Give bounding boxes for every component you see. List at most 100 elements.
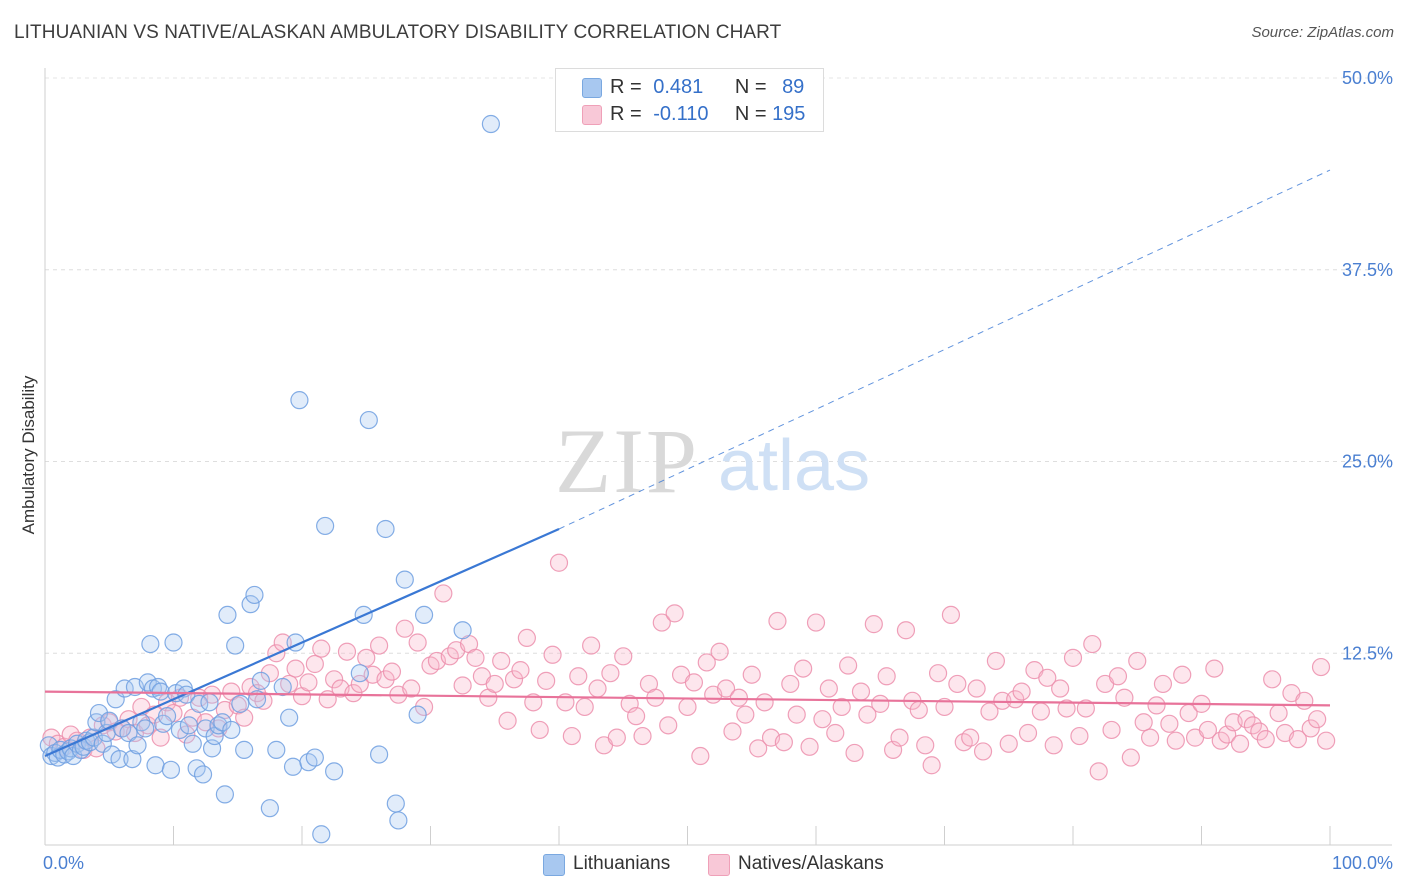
lithuanian-point bbox=[299, 753, 318, 772]
lithuanian-point bbox=[414, 605, 434, 625]
lithuanian-point bbox=[218, 605, 237, 625]
native-point bbox=[569, 667, 588, 686]
native-point bbox=[1308, 710, 1327, 729]
tick-labels: 12.5% 25.0% 37.5% 50.0% 0.0% 100.0% bbox=[43, 68, 1393, 873]
native-point bbox=[954, 733, 973, 752]
native-point bbox=[1153, 674, 1173, 694]
lithuanian-point bbox=[305, 748, 324, 767]
native-point bbox=[858, 705, 877, 724]
native-point bbox=[916, 736, 935, 755]
lithuanian-point bbox=[267, 740, 286, 759]
lithuanian-point bbox=[245, 585, 264, 605]
native-point bbox=[659, 716, 678, 735]
native-point bbox=[498, 711, 517, 730]
native-point bbox=[736, 705, 755, 724]
native-point bbox=[408, 633, 427, 652]
native-point bbox=[1301, 719, 1320, 738]
native-point bbox=[453, 676, 472, 695]
native-point bbox=[1018, 723, 1038, 743]
native-point bbox=[1108, 667, 1128, 686]
y-axis-label: Ambulatory Disability bbox=[19, 375, 38, 534]
native-point bbox=[922, 756, 941, 775]
y-tick-label: 12.5% bbox=[1342, 643, 1393, 663]
lithuanian-point bbox=[316, 516, 335, 536]
native-point bbox=[710, 642, 729, 661]
grid-lines bbox=[45, 77, 1392, 654]
native-point bbox=[421, 656, 440, 675]
native-point bbox=[1140, 728, 1160, 747]
lithuanian-point bbox=[123, 749, 142, 769]
native-point bbox=[1076, 699, 1095, 718]
native-point bbox=[626, 707, 646, 726]
native-point bbox=[980, 702, 999, 721]
lithuanian-point bbox=[119, 723, 138, 743]
native-point bbox=[537, 671, 556, 690]
x-tick-label: 0.0% bbox=[43, 853, 84, 873]
native-point bbox=[948, 674, 967, 694]
native-point bbox=[1063, 648, 1083, 667]
native-point bbox=[1038, 668, 1057, 687]
lithuanian-point bbox=[386, 794, 405, 813]
lithuanian-point bbox=[481, 114, 500, 134]
native-point bbox=[1102, 720, 1121, 740]
native-point bbox=[235, 708, 254, 727]
series-legend: Lithuanians Natives/Alaskans bbox=[0, 851, 1406, 879]
lithuanian-point bbox=[283, 757, 303, 776]
native-point bbox=[1044, 736, 1063, 755]
native-point bbox=[723, 722, 742, 741]
native-point bbox=[999, 734, 1018, 753]
lithuanian-point bbox=[389, 811, 408, 830]
native-point bbox=[787, 705, 806, 724]
native-point bbox=[582, 636, 601, 655]
native-point bbox=[1147, 696, 1166, 715]
lithuanian-point bbox=[157, 707, 177, 726]
lithuanian-point bbox=[350, 664, 369, 683]
native-point bbox=[909, 700, 928, 720]
chart-title: LITHUANIAN VS NATIVE/ALASKAN AMBULATORY … bbox=[14, 22, 782, 43]
native-point bbox=[845, 743, 864, 763]
trend-lines bbox=[44, 169, 1331, 758]
native-point bbox=[633, 726, 652, 746]
lithuanian-point bbox=[453, 621, 472, 640]
native-point bbox=[1311, 657, 1331, 677]
native-point bbox=[986, 651, 1006, 671]
native-point bbox=[299, 673, 318, 692]
native-point bbox=[1031, 702, 1050, 721]
lithuanian-point bbox=[151, 682, 170, 701]
native-point bbox=[601, 664, 620, 683]
lithuanian-point bbox=[395, 570, 414, 589]
lithuanian-point bbox=[273, 677, 292, 697]
legend-swatch-natives bbox=[708, 854, 730, 876]
native-point bbox=[1263, 670, 1282, 689]
native-point bbox=[691, 746, 710, 766]
native-point bbox=[961, 728, 980, 747]
axes bbox=[44, 68, 1392, 846]
native-point bbox=[877, 667, 896, 686]
lithuanian-point bbox=[128, 736, 147, 755]
native-point bbox=[684, 673, 704, 692]
native-point bbox=[755, 693, 774, 712]
native-point bbox=[562, 726, 581, 746]
legend-n-value: 89 bbox=[782, 76, 805, 98]
native-point bbox=[1295, 691, 1314, 710]
lithuanian-point bbox=[231, 694, 250, 713]
legend-label-lithuanians: Lithuanians bbox=[573, 853, 671, 874]
lithuanian-point bbox=[179, 716, 199, 735]
legend-swatch-lithuanians bbox=[582, 78, 602, 98]
native-point bbox=[742, 665, 761, 684]
lithuanian-point bbox=[376, 519, 395, 539]
lithuanian-point bbox=[260, 799, 279, 818]
native-point bbox=[254, 691, 273, 710]
lithuanian-point bbox=[325, 762, 344, 781]
native-point bbox=[826, 723, 845, 743]
native-point bbox=[434, 584, 453, 603]
native-point bbox=[1317, 731, 1336, 750]
native-point bbox=[370, 636, 389, 655]
native-point bbox=[813, 710, 832, 729]
native-point bbox=[716, 679, 736, 698]
native-point bbox=[588, 679, 607, 698]
native-point bbox=[839, 656, 858, 675]
lithuanian-point bbox=[215, 785, 234, 804]
legend-label-natives: Natives/Alaskans bbox=[738, 853, 884, 874]
native-point bbox=[492, 651, 511, 671]
